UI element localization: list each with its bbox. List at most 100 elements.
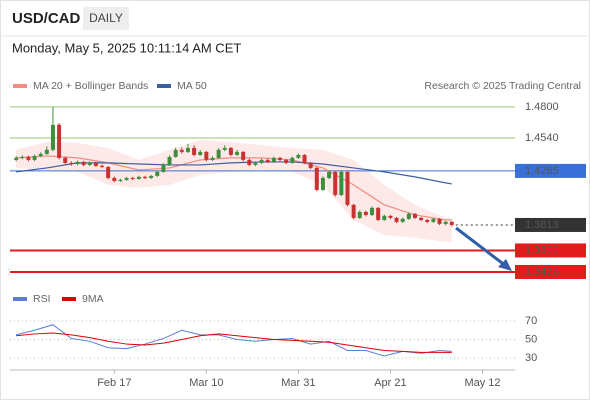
candle-body	[437, 218, 442, 224]
level-box	[515, 217, 586, 232]
candle-body	[333, 171, 338, 195]
legend-swatch	[13, 84, 27, 88]
candle-body	[357, 211, 362, 218]
x-tick-label: Feb 17	[97, 377, 131, 389]
forecast-arrow	[455, 226, 507, 268]
candle-body	[130, 177, 135, 179]
legend-swatch	[62, 297, 76, 301]
candle-body	[204, 151, 209, 160]
candle-body	[400, 218, 405, 222]
candle-body	[173, 149, 178, 157]
x-tick-label: Mar 31	[281, 377, 315, 389]
candle-body	[142, 176, 147, 178]
candle-body	[265, 159, 270, 162]
y-tick-label: 30	[525, 352, 537, 364]
candle-body	[50, 124, 55, 150]
candle-body	[118, 179, 123, 181]
candle-body	[320, 177, 325, 190]
candle-body	[167, 156, 172, 165]
candle-body	[63, 157, 68, 163]
candle-body	[149, 175, 154, 178]
x-tick-label: Apr 21	[374, 377, 406, 389]
bollinger-band	[16, 139, 452, 242]
period: DAILY	[89, 11, 123, 25]
legend-label: 9MA	[82, 293, 104, 305]
candle-body	[296, 154, 301, 158]
candle-body	[20, 156, 25, 158]
level-label: 1.4800	[525, 101, 559, 113]
candle-body	[290, 157, 295, 163]
ma-line	[16, 161, 452, 185]
candle-body	[431, 218, 436, 222]
candle-body	[75, 161, 80, 164]
candle-body	[100, 165, 105, 167]
candle-body	[32, 155, 37, 160]
rsi-panel: RSI 9MA 30 50 70 Feb 17 Mar 10 Mar 31 Apr 21 May …	[10, 293, 537, 389]
candle-body	[136, 176, 141, 179]
candle-body	[155, 171, 160, 176]
candle-body	[394, 217, 399, 222]
candle-body	[228, 147, 233, 155]
x-tick-label: Mar 10	[189, 377, 223, 389]
candle-body	[161, 164, 166, 172]
candle-body	[449, 221, 454, 225]
candle-body	[443, 221, 448, 224]
legend-swatch	[13, 297, 27, 301]
candle-body	[277, 157, 282, 160]
candle-body	[235, 151, 240, 155]
ma-line	[16, 155, 452, 221]
candle-body	[363, 211, 368, 215]
candle-body	[124, 177, 129, 180]
candle-body	[314, 167, 319, 190]
level-label: 1.3420	[525, 266, 559, 278]
candle-body	[26, 156, 31, 160]
candle-body	[14, 157, 19, 160]
level-label: 1.3813	[525, 219, 559, 231]
candle-body	[351, 204, 356, 218]
rsi-line	[16, 324, 452, 357]
source: Research © 2025 Trading Central	[424, 80, 581, 92]
candle-body	[271, 157, 276, 162]
y-tick-label: 70	[525, 315, 537, 327]
legend-label: MA 50	[177, 80, 207, 92]
candle-body	[57, 124, 62, 158]
candle-body	[198, 151, 203, 155]
candle-body	[106, 166, 111, 178]
candle-body	[327, 171, 332, 178]
candle-body	[185, 147, 190, 152]
symbol: USD/CAD	[12, 10, 81, 27]
legend-swatch	[157, 84, 171, 88]
candle-body	[210, 157, 215, 160]
level-label: 1.4540	[525, 132, 559, 144]
candle-body	[419, 217, 424, 220]
candle-body	[412, 213, 417, 218]
candle-body	[93, 162, 98, 166]
candle-body	[284, 159, 289, 163]
candle-body	[222, 147, 227, 150]
level-box	[515, 163, 586, 178]
price-panel: MA 20 + Bollinger Bands MA 50 1.4800 1.4540…	[10, 80, 586, 279]
candle-body	[44, 149, 49, 154]
level-box	[515, 243, 586, 258]
legend-label: RSI	[33, 293, 51, 305]
candle-body	[112, 177, 117, 181]
timestamp: Monday, May 5, 2025 10:11:14 AM CET	[12, 40, 241, 55]
candle-body	[247, 159, 252, 165]
period-box	[83, 7, 129, 30]
candle-body	[38, 153, 43, 156]
candle-body	[216, 149, 221, 158]
level-box	[515, 264, 586, 279]
candle-body	[345, 171, 350, 205]
rsi-line	[16, 332, 452, 353]
candle-body	[302, 154, 307, 163]
candle-body	[259, 159, 264, 163]
candle-body	[406, 213, 411, 219]
level-label: 1.4265	[525, 165, 559, 177]
y-tick-label: 50	[525, 333, 537, 345]
candle-body	[87, 162, 92, 165]
candle-body	[179, 149, 184, 152]
x-tick-label: May 12	[464, 377, 500, 389]
